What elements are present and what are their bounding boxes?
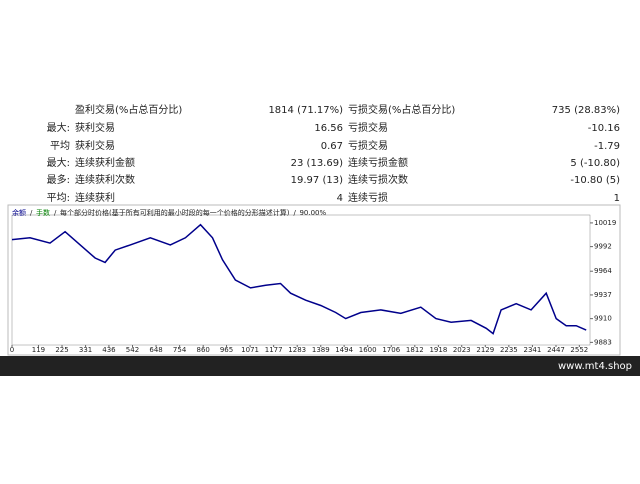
x-tick-label: 1494 [335,346,353,354]
x-tick-label: 2235 [500,346,518,354]
legend-item: 余额 [12,208,26,217]
stat-value: -1.79 [594,141,620,152]
y-tick-label: 9910 [594,315,612,323]
x-tick-label: 860 [196,346,209,354]
legend-sep: / [30,209,33,217]
legend-item: 90.00% [299,209,326,217]
stat-label: 亏损交易(%占总百分比) [348,103,455,116]
x-tick-label: 754 [173,346,187,354]
stat-prefix: 最大: [47,156,70,169]
y-tick-label: 9964 [594,267,612,275]
x-tick-label: 2341 [524,346,542,354]
stat-value: 19.97 (13) [291,175,343,186]
footer-bar [0,356,640,376]
stat-value: 0.67 [321,141,343,152]
x-tick-label: 648 [149,346,162,354]
x-tick-label: 1389 [312,346,330,354]
stat-value: 5 (-10.80) [570,158,620,169]
stat-label: 连续获利次数 [75,173,135,186]
y-tick-label: 9937 [594,291,612,299]
stat-value: 1814 (71.17%) [268,105,343,116]
stat-label: 盈利交易(%占总百分比) [75,103,182,116]
stat-label: 连续获利 [75,191,115,204]
x-tick-label: 225 [55,346,68,354]
x-tick-label: 1600 [359,346,377,354]
stat-value: 1 [614,193,620,204]
stat-prefix: 平均 [50,140,70,152]
stat-value: 23 (13.69) [291,158,343,169]
x-tick-label: 436 [102,346,116,354]
x-tick-label: 1177 [265,346,283,354]
legend-sep: / [54,209,57,217]
legend-item: 手数 [36,208,50,217]
stat-label: 亏损交易 [348,121,388,134]
legend-sep: / [293,209,296,217]
x-tick-label: 542 [126,346,139,354]
stat-value: 16.56 [314,123,343,134]
x-tick-label: 1918 [429,346,447,354]
stat-prefix: 平均: [47,192,70,204]
y-tick-label: 10019 [594,219,616,227]
stat-label: 获利交易 [75,121,115,134]
legend-item: 每个部分时价格(基于所有可利用的最小时段的每一个价格的分形描述计算) [60,208,290,217]
stat-value: 4 [337,193,343,204]
x-tick-label: 1283 [288,346,306,354]
x-tick-label: 965 [220,346,233,354]
stat-label: 连续亏损金额 [348,156,408,169]
x-tick-label: 2552 [570,346,588,354]
stat-prefix: 最大: [47,121,70,134]
x-tick-label: 0 [10,346,14,354]
y-tick-label: 9883 [594,338,612,346]
stat-label: 亏损交易 [348,139,388,152]
stat-prefix: 最多: [47,173,70,186]
stat-value: -10.16 [588,123,620,134]
stat-label: 连续亏损 [348,191,388,204]
x-tick-label: 1071 [241,346,259,354]
x-tick-label: 2129 [476,346,494,354]
stat-value: -10.80 (5) [570,175,620,186]
x-tick-label: 331 [79,346,92,354]
y-tick-label: 9992 [594,243,612,251]
x-tick-label: 2023 [453,346,471,354]
x-tick-label: 1706 [382,346,400,354]
plot-area [11,214,591,346]
x-tick-label: 2447 [547,346,565,354]
stat-label: 连续亏损次数 [348,173,408,186]
stat-label: 连续获利金额 [75,156,135,169]
footer-text: www.mt4.shop [558,361,632,372]
stat-value: 735 (28.83%) [552,105,620,116]
x-tick-label: 119 [32,346,45,354]
x-tick-label: 1812 [406,346,424,354]
stat-label: 获利交易 [75,139,115,152]
balance-line [11,223,587,335]
